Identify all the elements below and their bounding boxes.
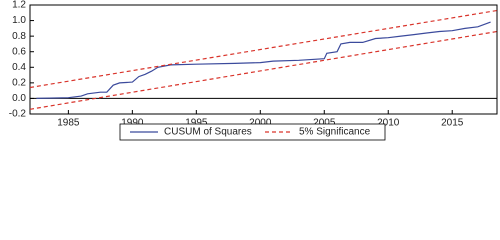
legend-label: 5% Significance bbox=[299, 127, 371, 138]
y-tick-label: 1.0 bbox=[12, 15, 26, 26]
y-tick-label: 0.2 bbox=[12, 77, 26, 88]
y-tick-label: -0.2 bbox=[9, 109, 27, 120]
x-tick-label: 1985 bbox=[57, 118, 80, 129]
series-line bbox=[29, 9, 498, 89]
legend-box bbox=[119, 123, 386, 141]
x-tick-label: 2000 bbox=[249, 118, 272, 129]
y-tick-label: 0.0 bbox=[12, 93, 26, 104]
y-tick-label: 1.2 bbox=[12, 0, 26, 11]
y-tick-label: 0.4 bbox=[12, 62, 26, 73]
series-line bbox=[36, 21, 491, 99]
x-tick-label: 2010 bbox=[377, 118, 400, 129]
x-tick-label: 2005 bbox=[313, 118, 336, 129]
chart: -0.2 0.0 0.2 0.4 0.6 0.8 1.0 1.2 1985 1990 1995 200… bbox=[9, 0, 498, 141]
plot-frame bbox=[29, 4, 498, 115]
x-tick-label: 1990 bbox=[121, 118, 144, 129]
y-tick-label: 0.8 bbox=[12, 31, 26, 42]
x-tick-label: 1995 bbox=[185, 118, 208, 129]
legend-label: CUSUM of Squares bbox=[164, 127, 252, 138]
y-tick-label: 0.6 bbox=[12, 46, 26, 57]
page: -0.2 0.0 0.2 0.4 0.6 0.8 1.0 1.2 1985 1990 1995 200… bbox=[8, 0, 498, 141]
x-tick-label: 2015 bbox=[441, 118, 464, 129]
series-line bbox=[29, 30, 498, 110]
